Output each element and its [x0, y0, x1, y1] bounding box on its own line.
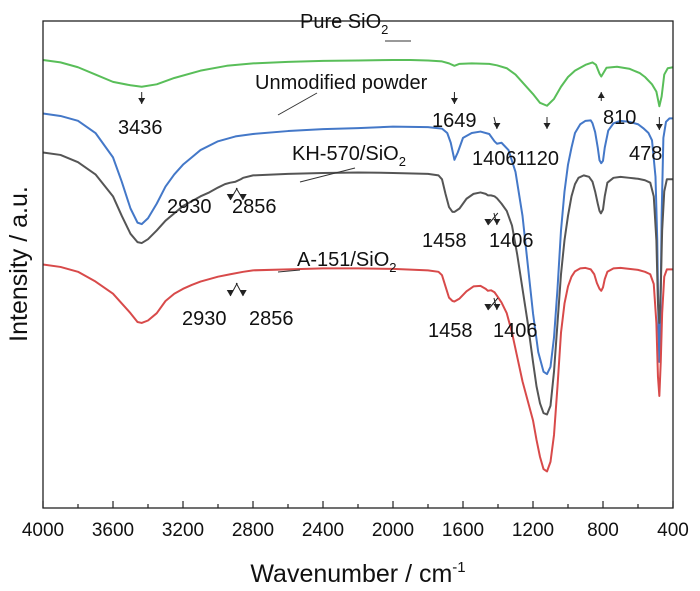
series-label-leader [277, 269, 301, 273]
x-tick-label: 1600 [442, 520, 484, 541]
peak-label: 1649 [432, 110, 477, 132]
peak-label: 3436 [118, 117, 163, 139]
peak-label: 1406 [493, 320, 538, 342]
series-label-leader [299, 167, 356, 183]
x-tick-label: 2800 [232, 520, 274, 541]
x-tick-label: 400 [657, 520, 689, 541]
peak-label: 2930 [167, 196, 212, 218]
peak-arrow [235, 282, 247, 297]
series-label-unmodified-powder: Unmodified powder [255, 72, 428, 94]
series-line-2 [42, 151, 673, 416]
x-tick-label: 3200 [162, 520, 204, 541]
series-line-3 [42, 263, 673, 473]
peak-label: 810 [603, 107, 636, 129]
peak-arrow [655, 117, 663, 130]
peak-arrow [226, 187, 238, 201]
peak-label: 1458 [428, 320, 473, 342]
peak-arrow [493, 297, 501, 311]
peak-arrow [484, 297, 499, 311]
peak-label: 2930 [182, 308, 227, 330]
peak-arrow [493, 212, 501, 226]
peak-label: 2856 [232, 196, 277, 218]
series-label-kh570-sio2: KH-570/SiO2 [292, 143, 406, 169]
x-tick-label: 1200 [512, 520, 554, 541]
x-axis-ticks [42, 501, 674, 508]
x-tick-label: 800 [587, 520, 619, 541]
series-line-1 [42, 112, 673, 376]
peak-arrow [235, 187, 247, 201]
series-label-leader [277, 92, 318, 116]
series-label-a151-sio2: A-151/SiO2 [297, 249, 397, 275]
y-axis-title: Intensity / a.u. [5, 186, 33, 342]
peak-label: 2856 [249, 308, 294, 330]
x-tick-label: 2400 [302, 520, 344, 541]
peak-arrow [493, 116, 501, 130]
peak-label: 1120 [516, 148, 559, 170]
peak-arrow [450, 92, 458, 104]
peak-arrow [597, 92, 605, 101]
peak-label: 478 [629, 143, 662, 165]
peak-arrow [138, 92, 146, 104]
series-line-0 [42, 58, 674, 108]
peak-label: 1406 [472, 148, 517, 170]
x-tick-label: 4000 [22, 520, 64, 541]
x-axis-title: Wavenumber / cm-1 [250, 559, 465, 588]
x-tick-label: 2000 [372, 520, 414, 541]
peak-label: 1458 [422, 230, 467, 252]
peak-label: 1406 [489, 230, 534, 252]
peak-arrow [226, 282, 238, 297]
peak-arrow [543, 117, 551, 129]
x-tick-label: 3600 [92, 520, 134, 541]
series-label-pure-sio2: Pure SiO2 [300, 11, 388, 37]
x-axis-tick-labels: 4000 3600 3200 2800 2400 2000 1600 1200 800 400 [22, 520, 689, 541]
peak-arrow [484, 212, 499, 226]
peak-annotation-arrows [138, 92, 663, 311]
plot-curves [42, 58, 674, 473]
